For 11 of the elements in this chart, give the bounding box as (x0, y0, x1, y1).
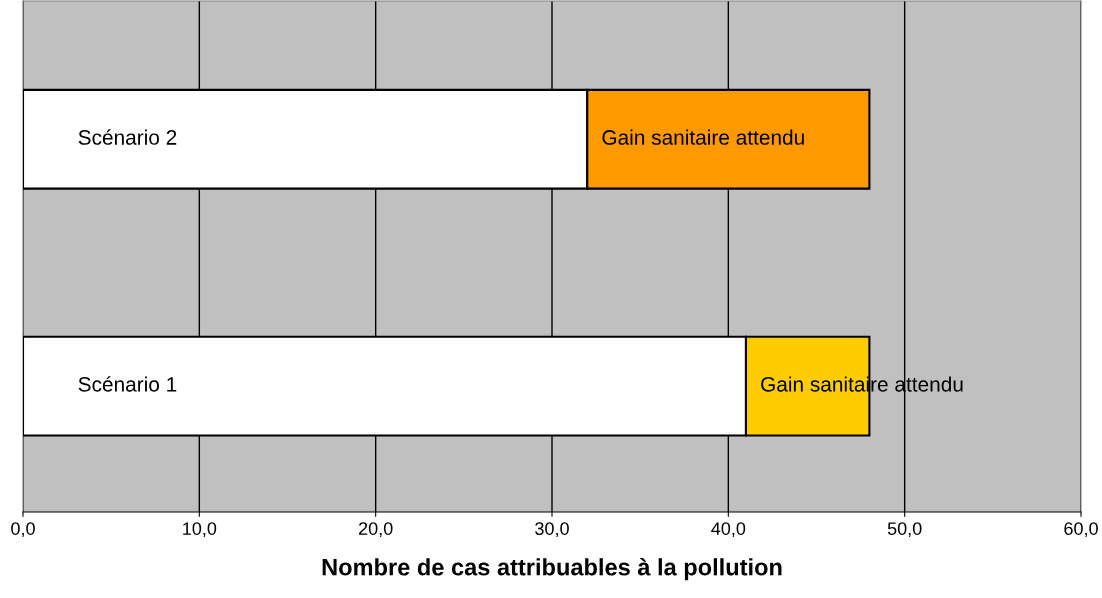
text: Gain sanitaire attendu (602, 129, 804, 145)
y-tick-label: Scénario 1 (78, 376, 177, 392)
y-tick-label: Scénario 2 (78, 129, 177, 145)
x-axis-title: Nombre de cas attribuables à la pollution (322, 558, 782, 581)
x-tick-label: 40,0 (711, 522, 746, 538)
x-tick-label: 0,0 (11, 522, 35, 538)
x-tick-label: 10,0 (183, 522, 217, 538)
x-tick-label: 20,0 (359, 522, 393, 538)
x-tick-label: 60,0 (1064, 522, 1098, 538)
x-tick-label: 50,0 (887, 522, 922, 538)
x-tick-label: 30,0 (535, 522, 569, 538)
